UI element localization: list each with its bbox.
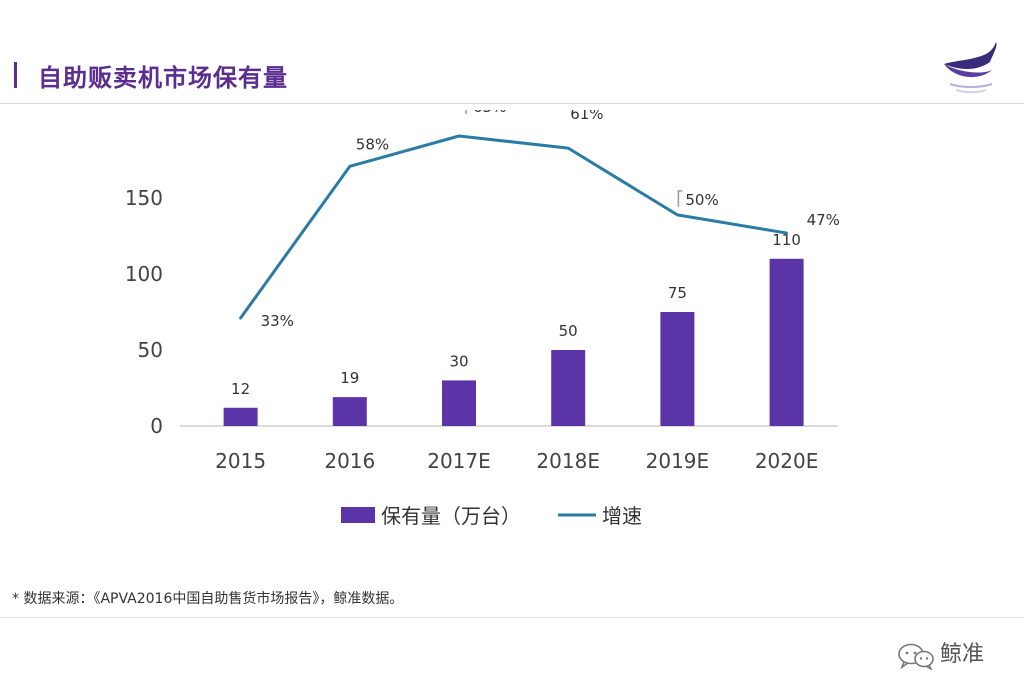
footer-divider [0,617,1024,618]
header-divider [0,103,1024,104]
x-tick-label: 2017E [427,449,491,473]
legend-bar-swatch [341,507,375,523]
bar-value-label: 75 [668,284,687,302]
bar [660,312,695,426]
page-title: 自助贩卖机市场保有量 [38,64,288,92]
growth-value-label: 33% [261,312,294,330]
growth-value-label: 61% [570,110,603,123]
y-tick-label: 0 [150,414,163,438]
legend: 保有量（万台） 增速 [341,504,642,528]
bar-value-label: 12 [231,380,250,398]
watermark-text: 鲸准 [940,642,985,667]
title-accent-bar [14,62,17,88]
bar-value-label: 110 [772,231,801,249]
x-tick-label: 2015 [215,449,266,473]
bar-value-label: 19 [340,369,359,387]
x-axis-ticks: 2015 2016 2017E 2018E 2019E 2020E [215,449,818,473]
growth-line [239,134,789,320]
growth-value-label: 58% [356,135,389,153]
x-tick-label: 2016 [324,449,375,473]
whale-logo-icon [944,42,997,94]
y-tick-label: 50 [138,338,163,362]
y-axis-ticks: 0 50 100 150 [125,186,163,438]
bar [332,397,367,426]
x-tick-label: 2019E [646,449,710,473]
legend-bar-label: 保有量（万台） [381,504,521,528]
bar-value-labels: 12 19 30 50 75 110 [231,231,801,398]
bar-value-label: 50 [559,322,578,340]
x-tick-label: 2018E [536,449,600,473]
leader-line [465,110,467,114]
bar-value-label: 30 [449,352,468,370]
y-tick-label: 150 [125,186,163,210]
bar [551,350,586,426]
bar [442,380,476,426]
leader-line [677,190,683,207]
growth-value-label: 50% [685,191,718,209]
x-tick-label: 2020E [755,449,819,473]
bar [769,258,804,426]
bar-series [223,258,804,426]
line-value-labels: 33% 58% 63% 61% 50% 47% [261,110,840,330]
source-note: * 数据来源：《APVA2016中国自助售货市场报告》，鲸准数据。 [12,591,404,607]
y-tick-label: 100 [125,262,163,286]
legend-line-label: 增速 [602,504,642,528]
growth-value-label: 63% [473,110,506,116]
wechat-icon [898,643,934,670]
bar [223,407,258,426]
header: 自助贩卖机市场保有量 [0,0,1024,104]
growth-value-label: 47% [807,211,840,229]
